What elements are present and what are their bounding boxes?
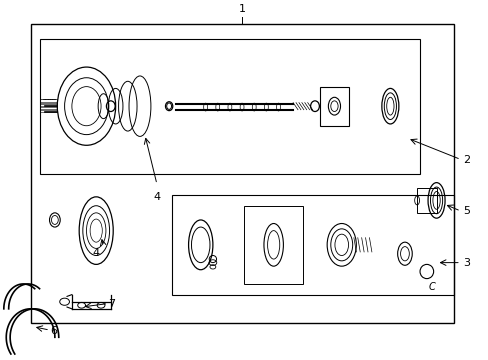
Bar [244,206,302,284]
Text: 6: 6 [50,326,57,336]
Bar [30,24,453,323]
Text: 4: 4 [153,192,160,202]
Text: 4: 4 [92,248,100,258]
Text: 3: 3 [462,258,469,267]
Bar [319,87,348,126]
Text: 7: 7 [108,298,115,309]
Text: 1: 1 [238,4,245,14]
Text: C: C [427,282,434,292]
Bar [416,188,436,213]
Text: 5: 5 [462,206,469,216]
Text: 2: 2 [462,154,469,165]
Bar [40,39,419,174]
Bar [171,195,453,294]
